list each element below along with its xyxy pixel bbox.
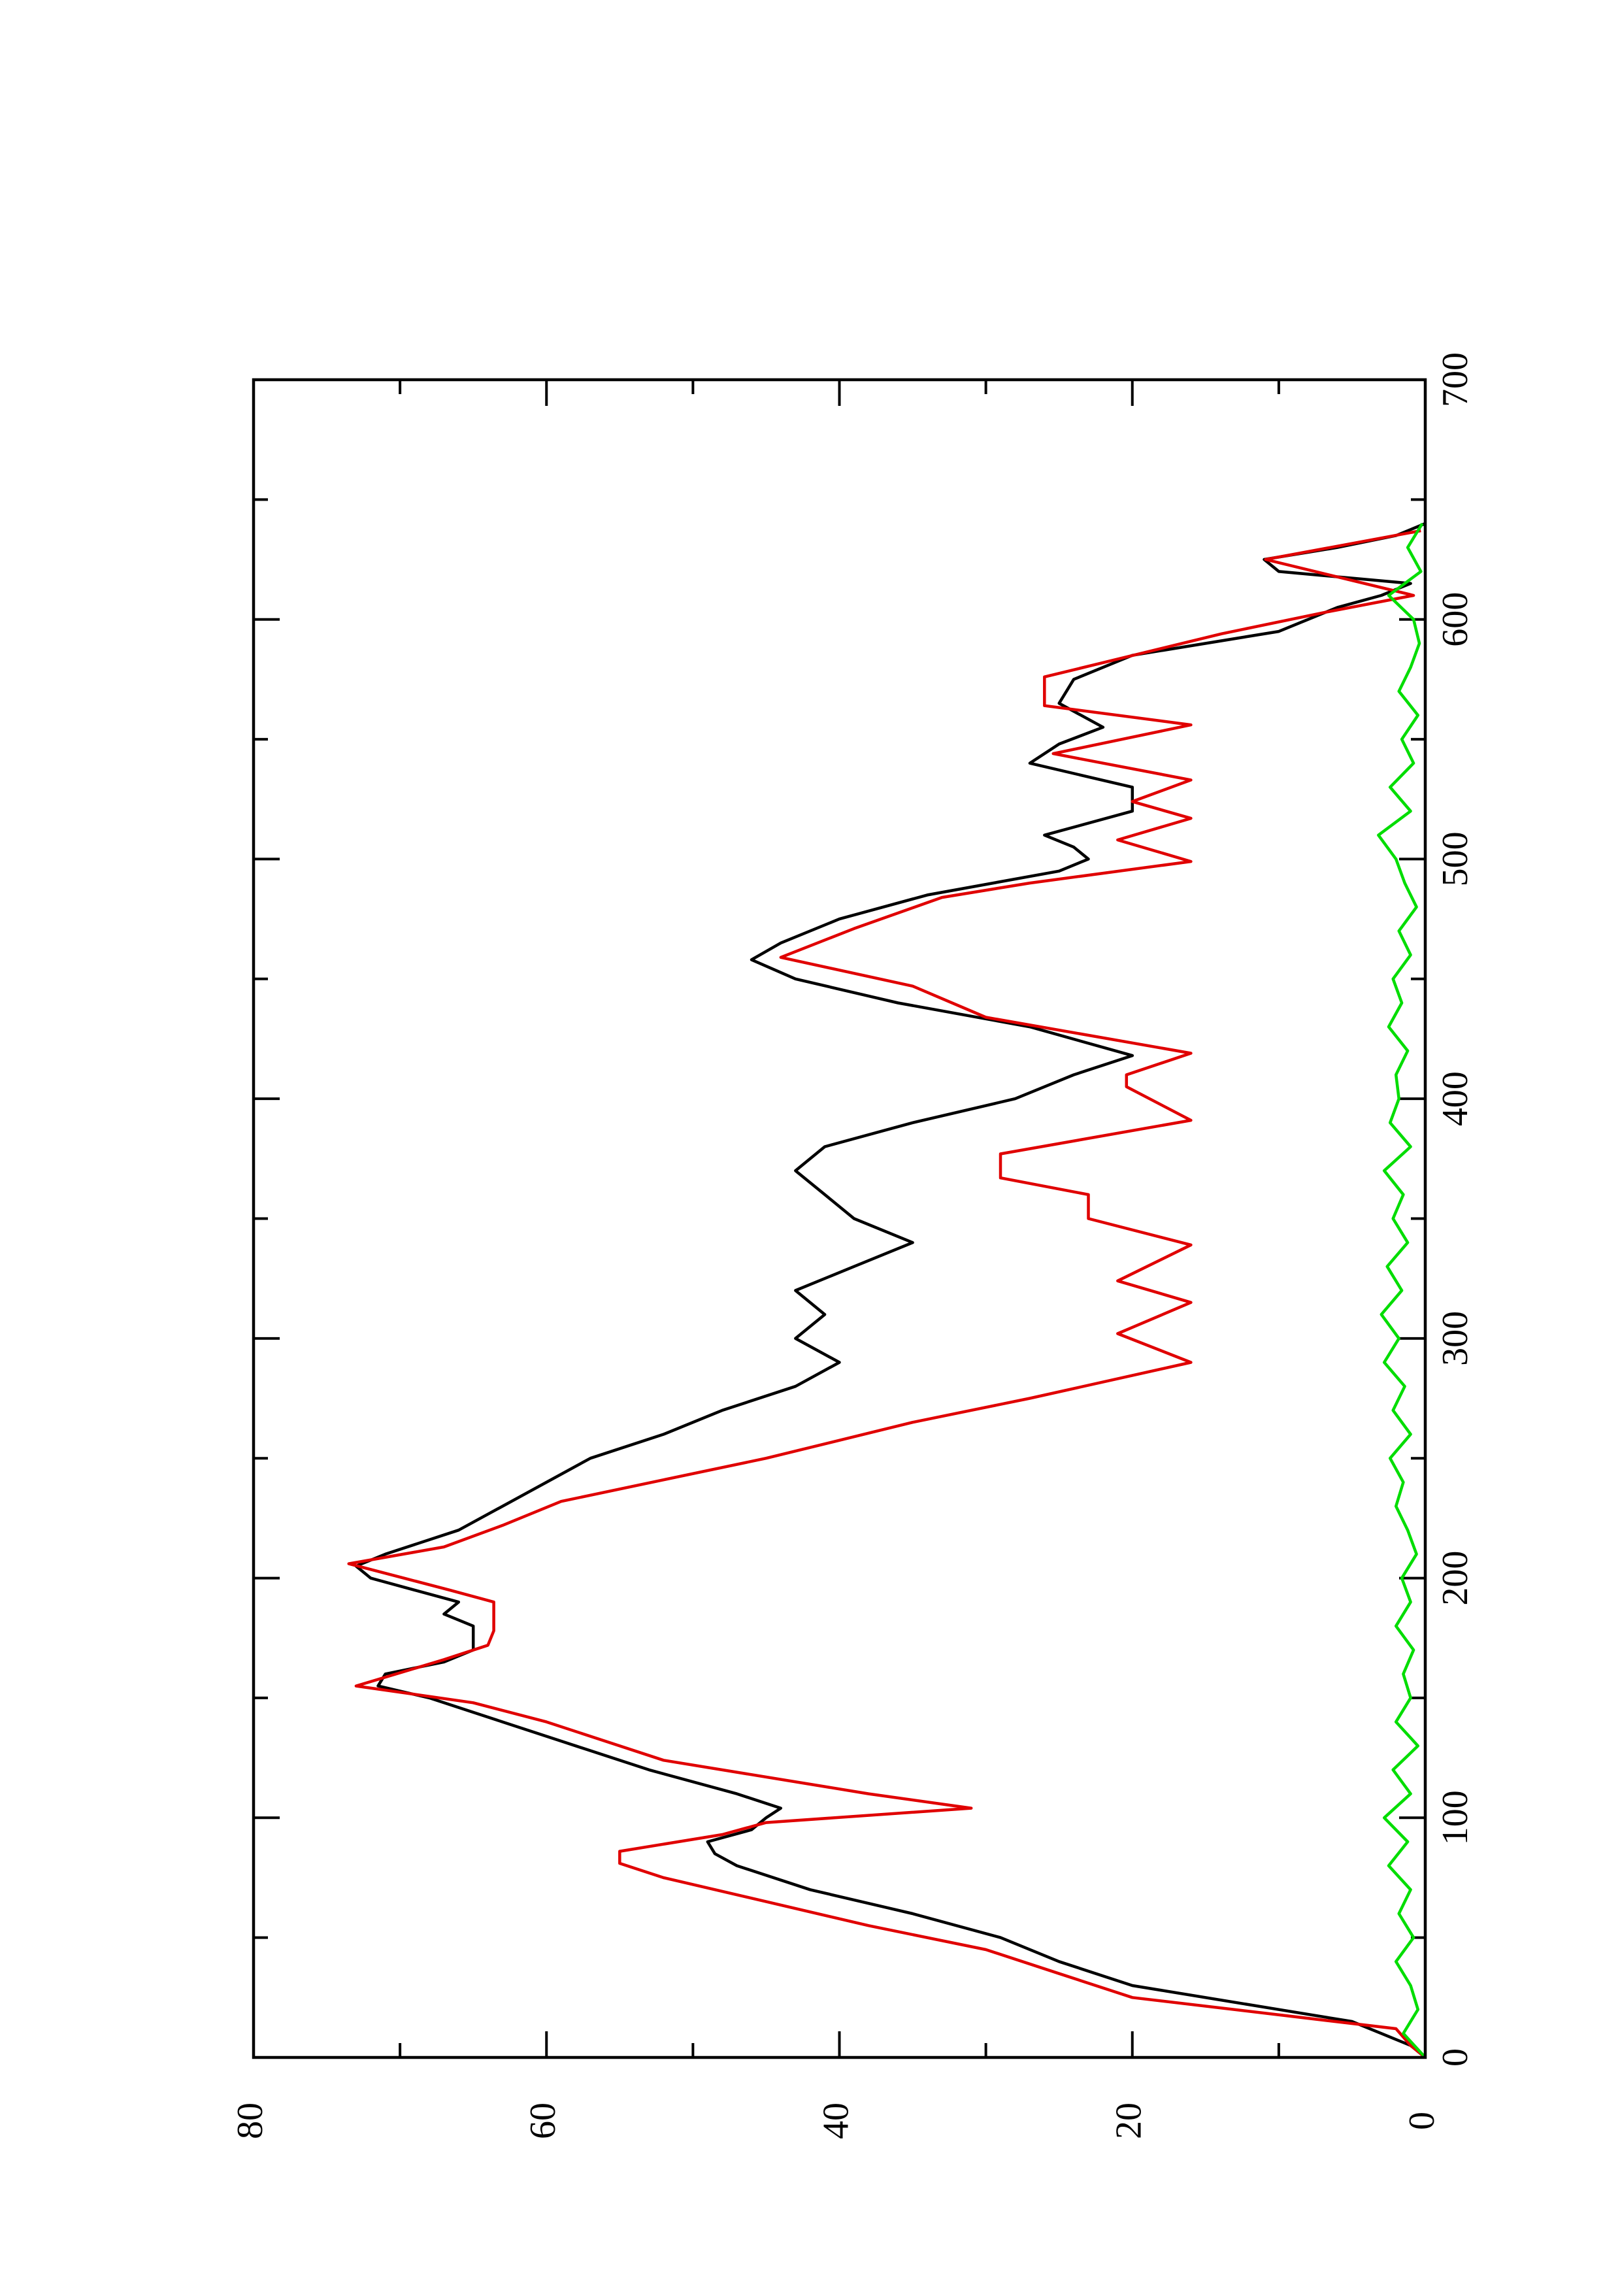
x-tick-label: 0 — [1435, 2048, 1476, 2067]
y-tick-label: 20 — [1109, 2103, 1149, 2139]
x-tick-label: 100 — [1435, 1790, 1476, 1845]
x-tick-label: 600 — [1435, 592, 1476, 647]
series-line — [347, 529, 1427, 2059]
x-tick-label: 400 — [1435, 1071, 1476, 1126]
plot-frame — [252, 378, 1427, 2059]
x-tick-label: 500 — [1435, 831, 1476, 886]
series-line — [1377, 522, 1427, 2059]
y-tick-label: 80 — [230, 2103, 271, 2139]
x-tick-label: 300 — [1435, 1311, 1476, 1366]
y-tick-label: 40 — [816, 2103, 856, 2139]
x-tick-label: 700 — [1435, 352, 1476, 407]
x-tick-label: 200 — [1435, 1551, 1476, 1606]
y-tick-label: 0 — [1402, 2112, 1442, 2130]
series-line — [354, 522, 1427, 2059]
y-tick-label: 60 — [523, 2103, 563, 2139]
